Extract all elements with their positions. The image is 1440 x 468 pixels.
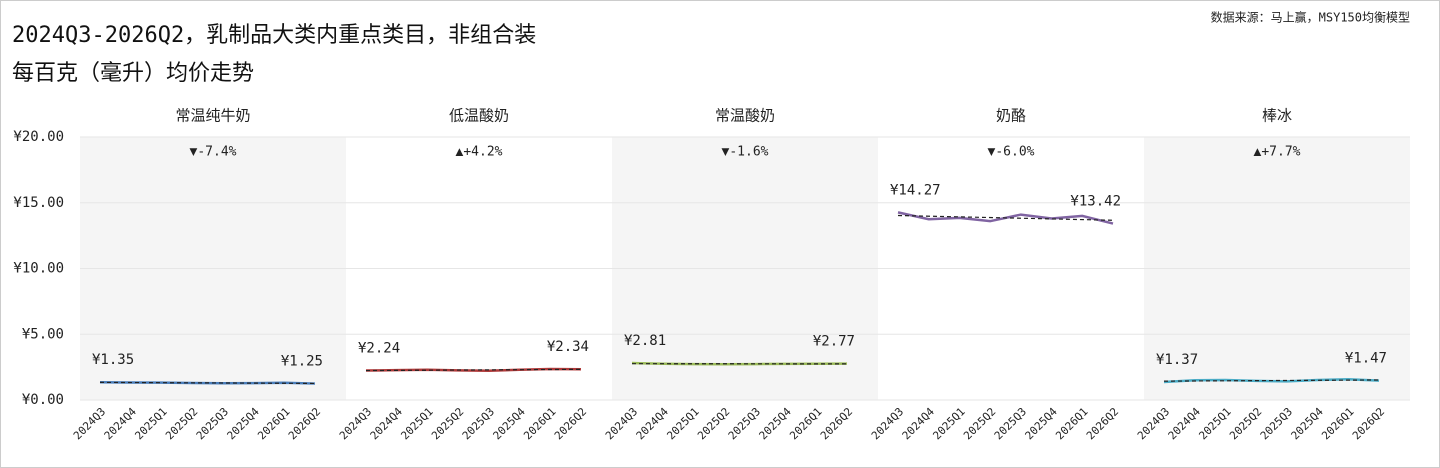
data-label: ¥13.42 — [1070, 194, 1121, 210]
y-tick-label: ¥15.00 — [13, 195, 64, 211]
data-label: ¥2.77 — [813, 334, 855, 350]
chart-title: 2024Q3-2026Q2，乳制品大类内重点类目，非组合装 — [12, 23, 536, 48]
change-label: ▲+4.2% — [456, 145, 503, 160]
trend-line — [1163, 379, 1380, 382]
trend-line — [99, 381, 316, 385]
change-label: ▼-1.6% — [722, 145, 769, 160]
data-label: ¥1.25 — [281, 354, 323, 370]
data-label: ¥2.24 — [358, 341, 400, 357]
data-label: ¥1.35 — [92, 352, 134, 368]
chart-title: 每百克（毫升）均价走势 — [12, 61, 254, 86]
panel-title: 棒冰 — [1262, 107, 1292, 125]
panel-title: 常温纯牛奶 — [175, 107, 250, 125]
panel-title: 奶酪 — [996, 107, 1026, 125]
change-label: ▼-6.0% — [988, 145, 1035, 160]
source-note: 数据来源：马上赢，MSY150均衡模型 — [1211, 10, 1410, 25]
data-label: ¥1.37 — [1156, 352, 1198, 368]
data-label: ¥14.27 — [890, 182, 941, 198]
panel-title: 低温酸奶 — [449, 107, 509, 125]
y-tick-label: ¥0.00 — [22, 392, 64, 408]
change-label: ▼-7.4% — [190, 145, 237, 160]
data-label: ¥2.34 — [547, 339, 589, 355]
y-tick-label: ¥10.00 — [13, 261, 64, 277]
y-tick-label: ¥5.00 — [22, 326, 64, 342]
trend-line — [897, 214, 1114, 221]
change-label: ▲+7.7% — [1254, 145, 1301, 160]
data-label: ¥1.47 — [1345, 351, 1387, 367]
data-label: ¥2.81 — [624, 333, 666, 349]
y-tick-label: ¥20.00 — [13, 129, 64, 145]
trend-line — [365, 368, 582, 372]
panel-title: 常温酸奶 — [715, 107, 775, 125]
